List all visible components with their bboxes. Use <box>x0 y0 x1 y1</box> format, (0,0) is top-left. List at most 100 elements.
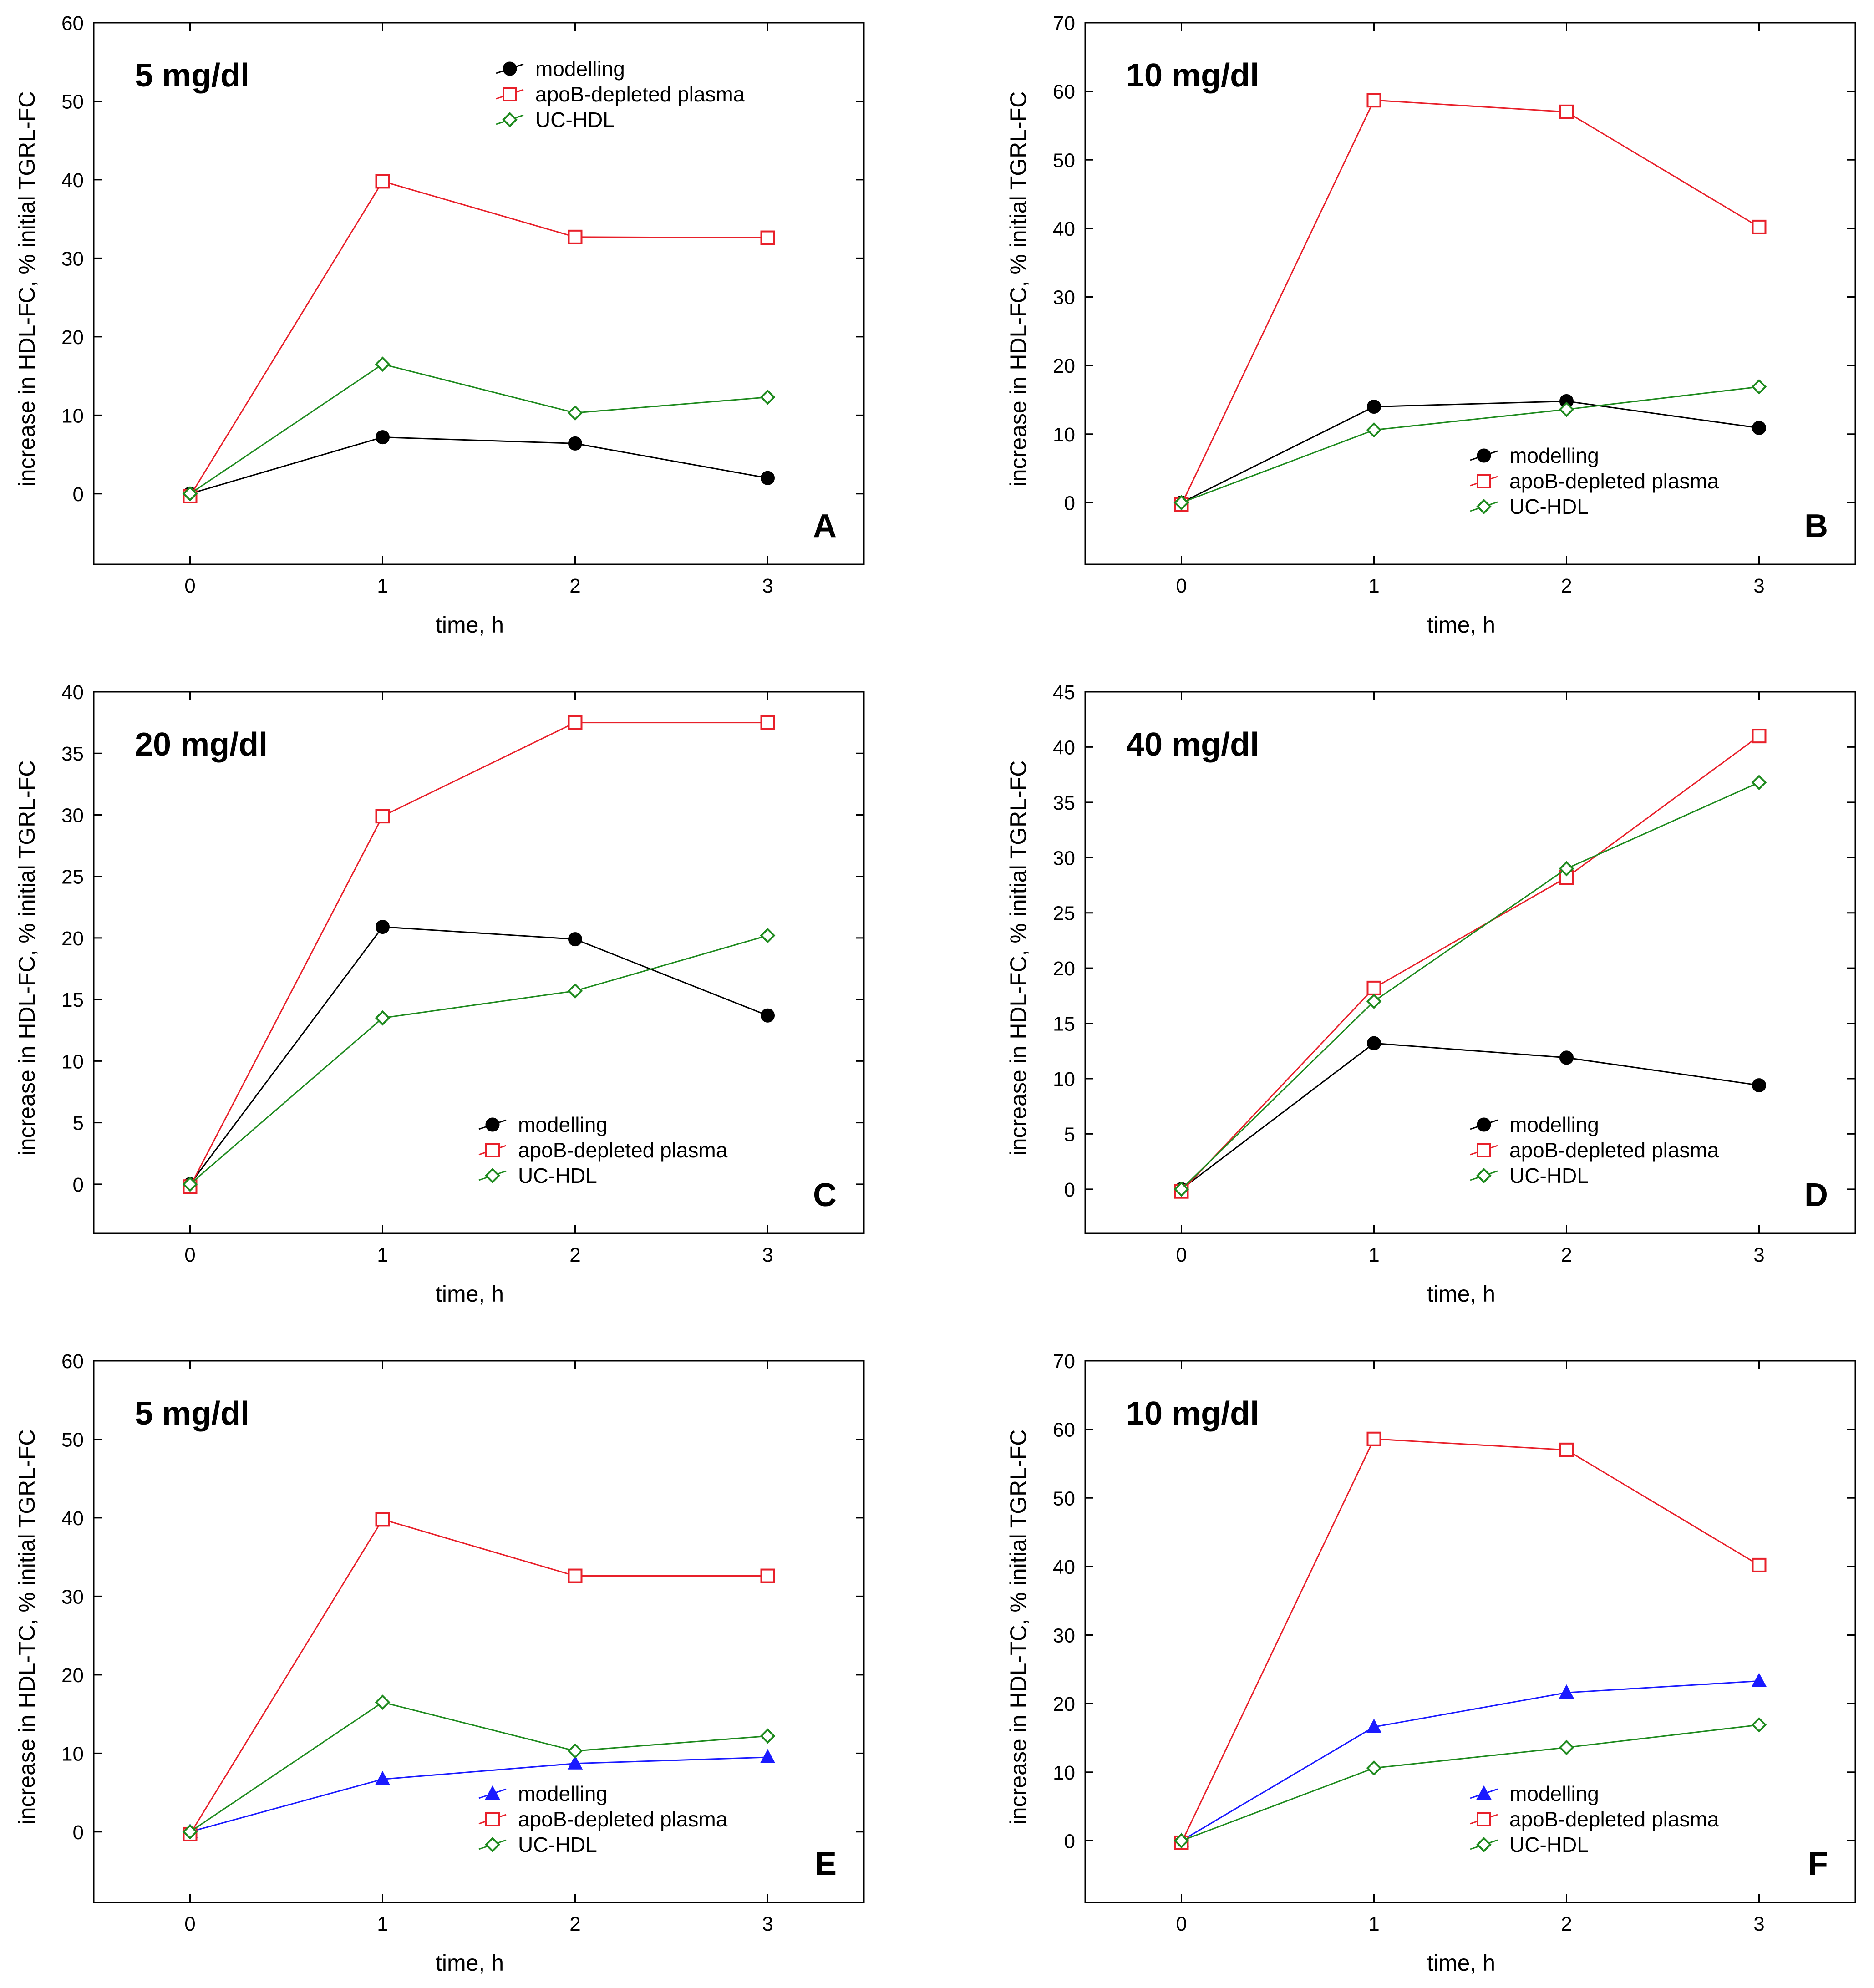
data-point-apob-depleted-plasma <box>1752 1557 1767 1572</box>
legend-marker-apob-depleted-plasma <box>503 87 517 101</box>
x-tick-label: 2 <box>569 1913 580 1935</box>
series-line-apob-depleted-plasma <box>189 722 768 1187</box>
y-tick-label: 60 <box>1053 1419 1075 1441</box>
data-point-uc-hdl <box>567 983 583 999</box>
y-axis-title: increase in HDL-FC, % initial TGRL-FC <box>1006 761 1031 1156</box>
y-tick-label: 30 <box>61 248 84 270</box>
data-point-apob-depleted-plasma <box>760 715 775 730</box>
legend-item-uc-hdl: UC-HDL <box>1470 495 1589 518</box>
y-tick-label: 50 <box>1053 149 1075 172</box>
legend-item-apob-depleted-plasma: apoB-depleted plasma <box>478 1138 728 1162</box>
data-point-uc-hdl <box>1366 422 1382 438</box>
legend-marker-modelling <box>1477 1117 1491 1132</box>
series-line-uc-hdl <box>189 1701 768 1833</box>
y-tick-label: 50 <box>61 91 84 113</box>
x-tick-label: 3 <box>1753 1913 1764 1935</box>
x-tick-label: 1 <box>377 1244 388 1266</box>
x-tick-label: 2 <box>1561 1913 1572 1935</box>
plot-frame <box>1084 1360 1856 1903</box>
legend-label: UC-HDL <box>535 108 615 132</box>
x-tick-label: 0 <box>1176 575 1187 597</box>
legend-marker-modelling <box>485 1117 500 1132</box>
data-point-modelling <box>1559 1050 1574 1065</box>
x-tick-label: 0 <box>184 1244 195 1266</box>
y-tick-label: 15 <box>61 989 84 1011</box>
y-tick-label: 60 <box>61 1350 84 1373</box>
data-point-uc-hdl <box>1173 495 1189 511</box>
series-line-apob-depleted-plasma <box>1181 735 1760 1192</box>
legend-item-modelling: modelling <box>496 57 625 81</box>
legend-marker-apob-depleted-plasma <box>485 1812 500 1826</box>
y-tick-label: 40 <box>1053 736 1075 759</box>
x-tick-label: 0 <box>184 575 195 597</box>
legend-label: modelling <box>518 1113 608 1136</box>
y-tick-label: 0 <box>73 1821 84 1844</box>
data-point-apob-depleted-plasma <box>1559 1442 1574 1457</box>
data-point-modelling <box>1559 1684 1574 1699</box>
legend-marker-uc-hdl <box>485 1837 500 1852</box>
x-tick-label: 1 <box>377 575 388 597</box>
data-point-apob-depleted-plasma <box>1366 1431 1381 1446</box>
x-tick-label: 2 <box>569 1244 580 1266</box>
series-uc-hdl <box>1173 775 1767 1197</box>
plot-frame <box>93 691 865 1234</box>
data-point-uc-hdl <box>567 1743 583 1759</box>
chart-panel-a: 0 10 20 30 40 50 60 0 1 2 3 time, h increase in HDL-… <box>14 12 865 638</box>
y-tick-label: 60 <box>61 12 84 35</box>
y-axis-title: increase in HDL-TC, % initial TGRL-FC <box>1006 1430 1031 1825</box>
series-apob-depleted-plasma <box>183 174 775 503</box>
series-line-apob-depleted-plasma <box>1181 99 1760 505</box>
x-tick-label: 3 <box>762 1244 773 1266</box>
chart-panel-b: 0 10 20 30 40 50 60 70 0 1 2 3 time, h increase in HD… <box>1006 12 1856 638</box>
x-tick-label: 1 <box>1368 575 1379 597</box>
legend-label: apoB-depleted plasma <box>518 1807 728 1831</box>
data-point-uc-hdl <box>1751 1717 1767 1733</box>
data-point-modelling <box>1751 1673 1767 1687</box>
legend-label: UC-HDL <box>1509 1164 1589 1187</box>
data-point-uc-hdl <box>1751 379 1767 395</box>
series-uc-hdl <box>1173 379 1767 511</box>
plot-frame <box>1084 691 1856 1234</box>
x-tick-label: 1 <box>1368 1913 1379 1935</box>
panel-title: 20 mg/dl <box>135 726 268 763</box>
data-point-modelling <box>1367 1036 1381 1050</box>
legend-item-uc-hdl: UC-HDL <box>496 108 615 132</box>
x-axis-title: time, h <box>436 612 504 638</box>
y-tick-label: 30 <box>61 804 84 827</box>
data-point-apob-depleted-plasma <box>1366 93 1381 108</box>
data-point-modelling <box>1752 421 1766 435</box>
y-tick-label: 70 <box>1053 12 1075 35</box>
legend-label: modelling <box>1509 1782 1599 1805</box>
x-tick-label: 3 <box>762 1913 773 1935</box>
x-axis-title: time, h <box>1427 1950 1495 1976</box>
legend-marker-apob-depleted-plasma <box>1477 1812 1491 1826</box>
series-modelling <box>183 430 775 501</box>
panel-title: 40 mg/dl <box>1126 726 1259 763</box>
y-tick-label: 0 <box>1064 492 1075 514</box>
legend-label: apoB-depleted plasma <box>1509 1807 1719 1831</box>
data-point-modelling <box>376 430 390 445</box>
legend-item-modelling: modelling <box>1470 444 1599 467</box>
y-tick-label: 20 <box>1053 355 1075 377</box>
y-tick-label: 30 <box>1053 287 1075 309</box>
legend-marker-modelling <box>485 1785 500 1800</box>
y-tick-label: 10 <box>61 1743 84 1765</box>
series-line-uc-hdl <box>189 363 768 495</box>
series-uc-hdl <box>1173 1717 1767 1849</box>
series-line-modelling <box>190 436 768 495</box>
y-tick-label: 0 <box>1064 1830 1075 1852</box>
series-line-modelling <box>189 926 768 1185</box>
y-tick-label: 25 <box>1053 903 1075 925</box>
series-line-apob-depleted-plasma <box>189 180 768 497</box>
legend-label: apoB-depleted plasma <box>518 1138 728 1162</box>
y-tick-label: 20 <box>61 1664 84 1687</box>
y-tick-label: 5 <box>73 1112 84 1135</box>
data-point-modelling <box>1366 1719 1382 1733</box>
y-tick-label: 15 <box>1053 1013 1075 1035</box>
legend-label: UC-HDL <box>518 1833 597 1856</box>
y-tick-label: 60 <box>1053 81 1075 103</box>
legend-item-uc-hdl: UC-HDL <box>478 1833 597 1856</box>
